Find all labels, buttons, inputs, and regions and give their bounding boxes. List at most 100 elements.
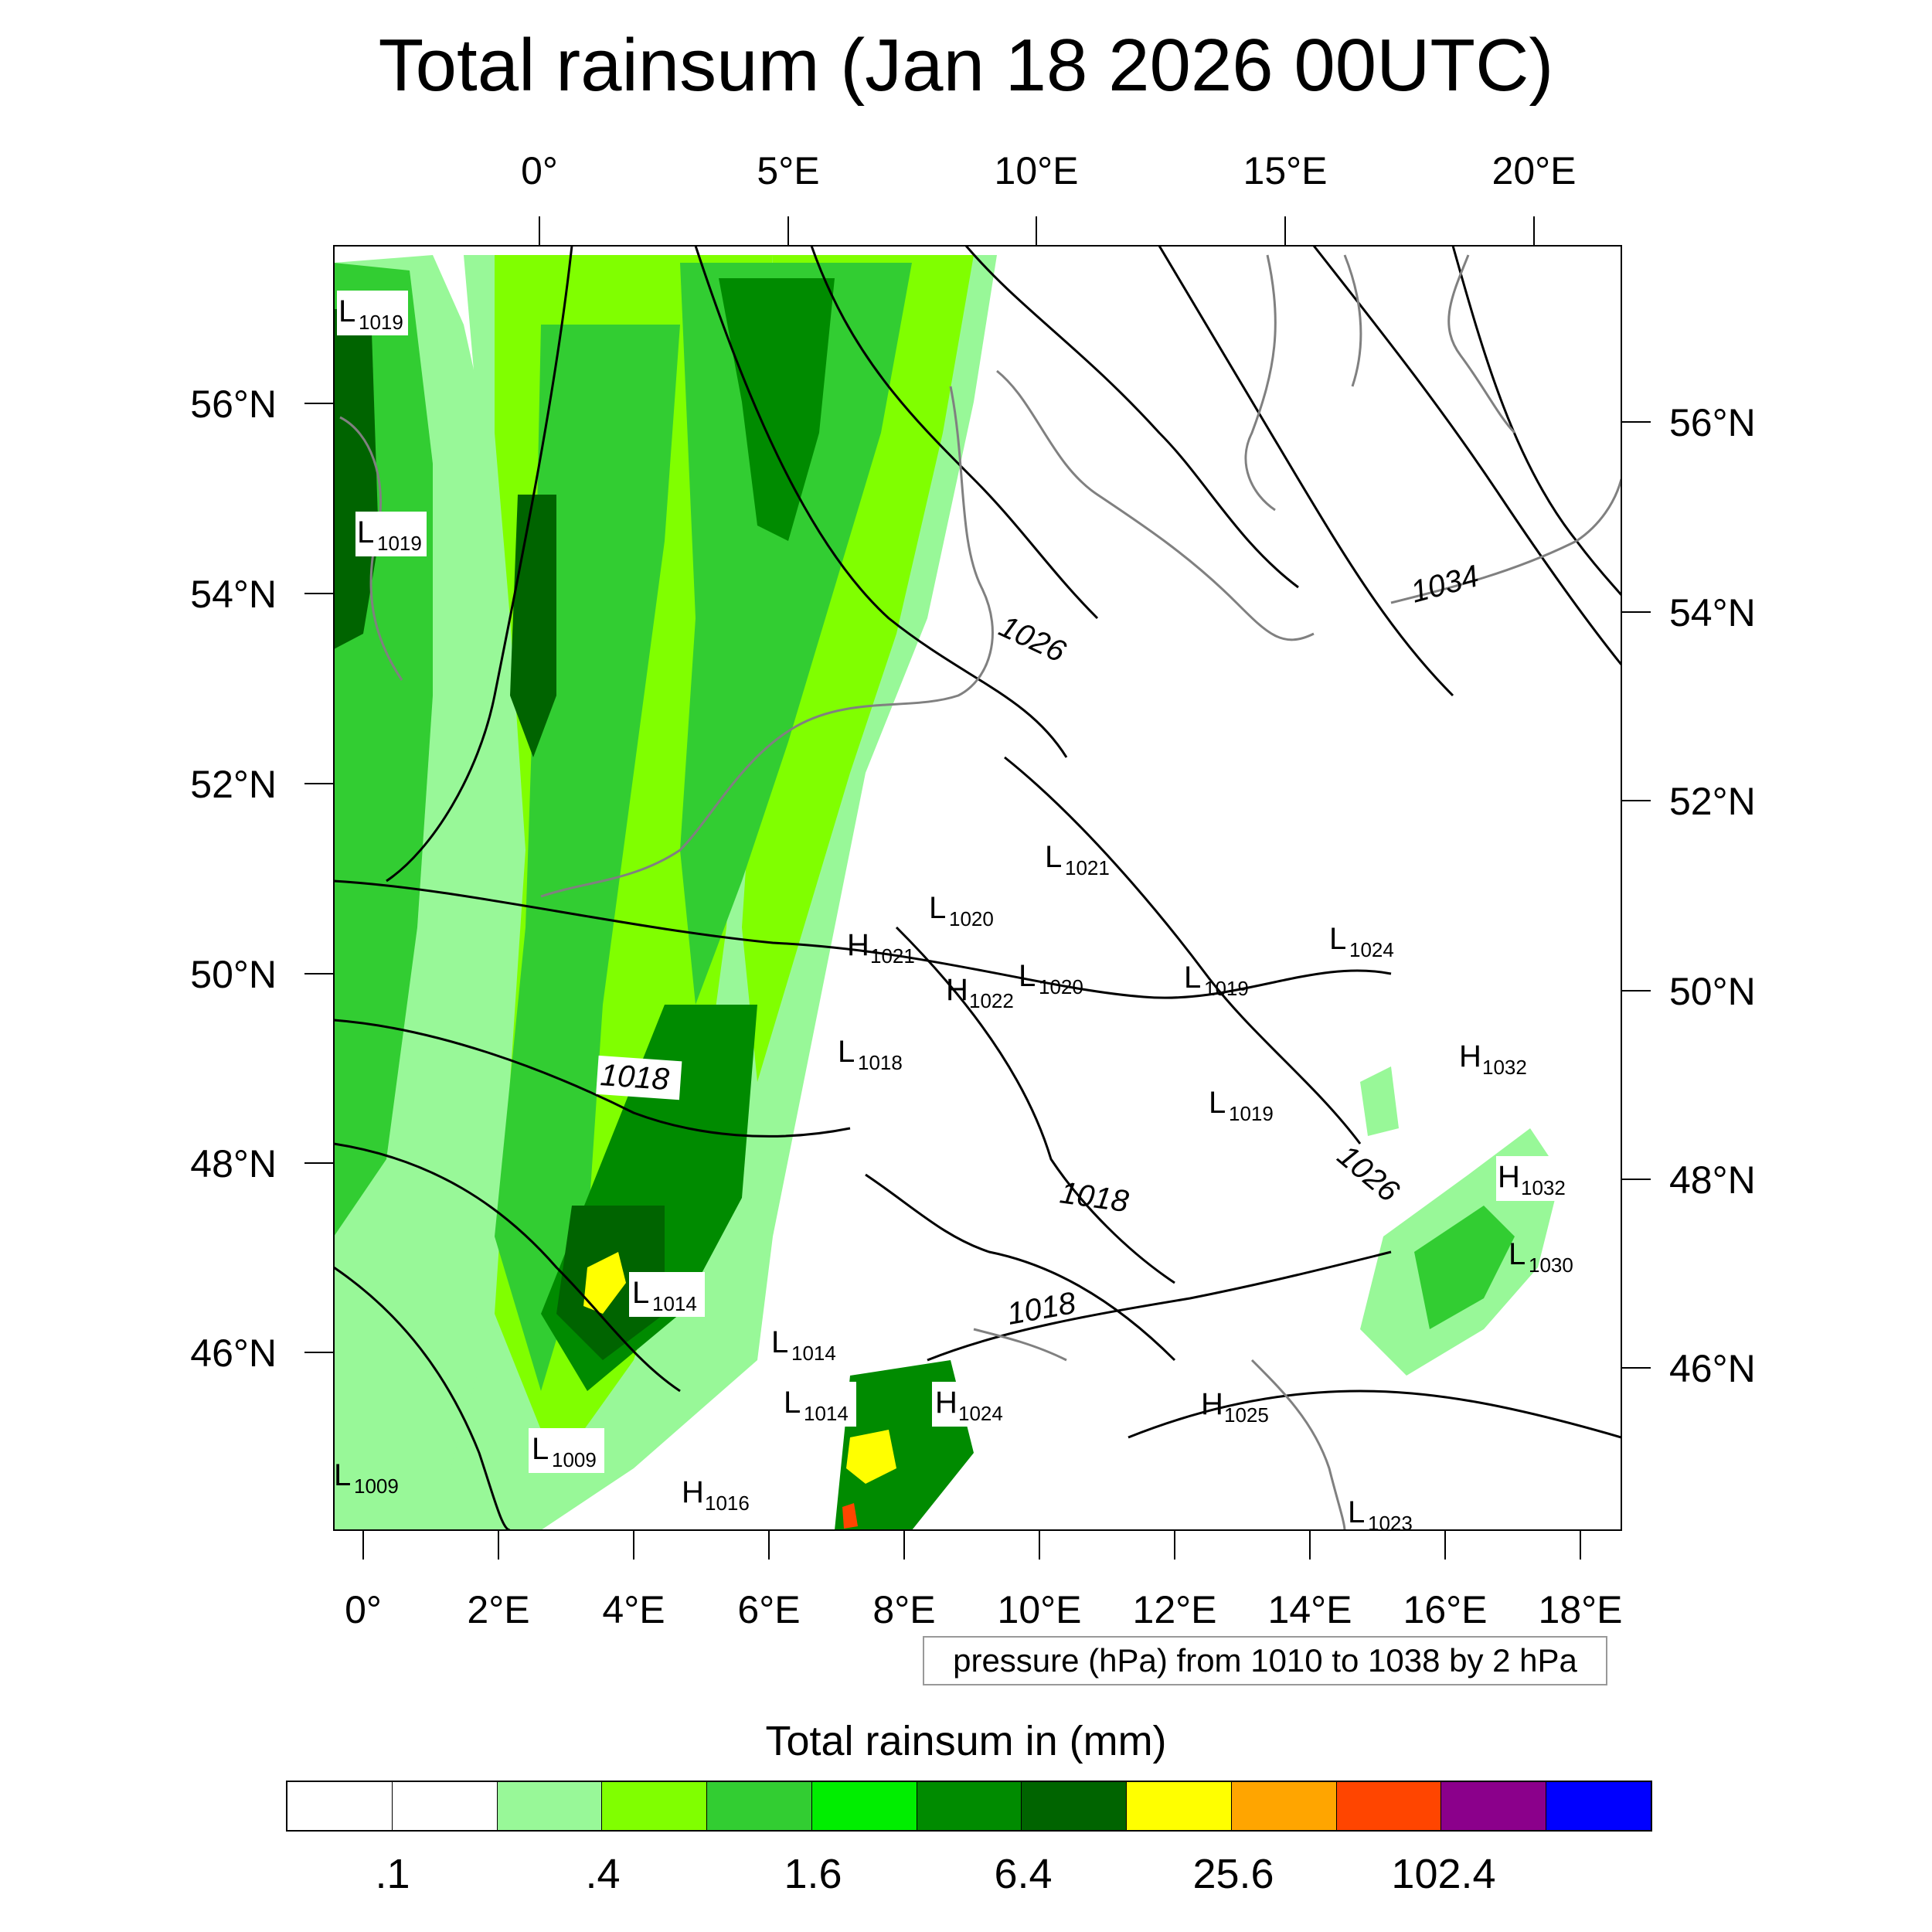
colorbar-tick-label: .4 [585, 1851, 621, 1897]
pressure-center-type: L [1509, 1237, 1526, 1271]
pressure-center-value: 1009 [354, 1475, 399, 1498]
pressure-center-value: 1009 [552, 1448, 597, 1471]
pressure-center-value: 1024 [958, 1402, 1003, 1425]
top-lon-label: 20°E [1492, 149, 1577, 192]
bottom-lon-label: 16°E [1403, 1588, 1488, 1631]
bottom-lon-label: 10°E [998, 1588, 1082, 1631]
pressure-center-value: 1021 [1065, 856, 1110, 879]
pressure-center-type: H [847, 928, 869, 962]
colorbar-swatch [707, 1782, 812, 1830]
colorbar [286, 1781, 1652, 1832]
bottom-lon-label: 6°E [737, 1588, 800, 1631]
pressure-center-type: H [935, 1386, 957, 1420]
left-lat-label: 50°N [190, 953, 277, 996]
top-lon-label: 10°E [995, 149, 1079, 192]
left-lat-label: 54°N [190, 573, 277, 616]
pressure-center-type: L [838, 1035, 855, 1069]
colorbar-title: Total rainsum in (mm) [765, 1718, 1167, 1764]
left-lat-label: 52°N [190, 763, 277, 806]
bottom-lon-label: 8°E [872, 1588, 935, 1631]
bottom-lon-label: 0° [345, 1588, 382, 1631]
pressure-center-value: 1019 [377, 532, 422, 555]
pressure-center-value: 1030 [1529, 1253, 1573, 1277]
pressure-center-type: L [334, 1458, 351, 1492]
pressure-center-value: 1024 [1349, 938, 1394, 961]
colorbar-tick-label: 6.4 [994, 1851, 1053, 1897]
pressure-center-value: 1020 [949, 907, 994, 930]
pressure-center-type: H [1201, 1387, 1223, 1421]
colorbar-swatch [1231, 1782, 1337, 1830]
axis-ticks [304, 216, 1651, 1560]
colorbar-swatch [392, 1782, 498, 1830]
pressure-center-value: 1032 [1521, 1176, 1566, 1199]
pressure-center-value: 1020 [1039, 975, 1083, 998]
bottom-lon-label: 18°E [1539, 1588, 1623, 1631]
pressure-center-type: L [1329, 922, 1346, 956]
pressure-center-value: 1022 [969, 989, 1014, 1012]
pressure-center-value: 1018 [858, 1051, 903, 1074]
isobar-label: 1018 [599, 1058, 671, 1097]
rainfall-field [334, 246, 1621, 1530]
bottom-lon-label: 14°E [1268, 1588, 1352, 1631]
left-lat-label: 46°N [190, 1332, 277, 1375]
colorbar-tick-label: .1 [375, 1851, 410, 1897]
pressure-center-value: 1023 [1368, 1512, 1413, 1535]
pressure-center-type: L [632, 1276, 649, 1310]
pressure-center-type: L [1184, 961, 1201, 995]
right-lat-label: 52°N [1669, 780, 1756, 823]
right-lat-label: 46°N [1669, 1347, 1756, 1390]
pressure-legend-note: pressure (hPa) from 1010 to 1038 by 2 hP… [923, 1636, 1607, 1685]
pressure-center-type: L [784, 1386, 801, 1420]
colorbar-swatch [497, 1782, 603, 1830]
pressure-center-type: L [357, 515, 374, 549]
pressure-center-type: L [1045, 840, 1062, 874]
colorbar-swatch [1022, 1782, 1128, 1830]
pressure-center-value: 1025 [1224, 1403, 1269, 1427]
colorbar-swatch [1441, 1782, 1547, 1830]
pressure-center-type: L [1348, 1495, 1365, 1529]
pressure-center-value: 1032 [1482, 1056, 1527, 1079]
colorbar-swatch [287, 1782, 393, 1830]
pressure-center-value: 1014 [652, 1292, 697, 1315]
pressure-center-value: 1014 [791, 1342, 836, 1365]
pressure-center-type: L [771, 1325, 788, 1359]
pressure-center-type: L [1209, 1086, 1226, 1120]
pressure-center-value: 1021 [870, 944, 915, 968]
map-title: Total rainsum (Jan 18 2026 00UTC) [378, 24, 1554, 107]
top-lon-label: 15°E [1243, 149, 1328, 192]
right-lat-label: 50°N [1669, 970, 1756, 1013]
top-lon-label: 0° [521, 149, 558, 192]
left-lat-label: 48°N [190, 1142, 277, 1185]
pressure-center-value: 1019 [359, 311, 403, 334]
pressure-center-value: 1016 [705, 1492, 750, 1515]
pressure-center-value: 1019 [1204, 977, 1249, 1000]
colorbar-tick-label: 102.4 [1391, 1851, 1496, 1897]
colorbar-swatch [917, 1782, 1022, 1830]
colorbar-swatch [811, 1782, 917, 1830]
right-lat-label: 56°N [1669, 401, 1756, 444]
bottom-lon-label: 2°E [467, 1588, 529, 1631]
isobars [334, 246, 1621, 1530]
bottom-lon-label: 12°E [1133, 1588, 1217, 1631]
top-lon-label: 5°E [757, 149, 819, 192]
map-frame [333, 245, 1622, 1531]
pressure-center-type: H [1498, 1160, 1520, 1194]
bottom-lon-label: 4°E [602, 1588, 665, 1631]
colorbar-swatch [602, 1782, 708, 1830]
pressure-center-type: L [532, 1432, 549, 1466]
right-lat-label: 54°N [1669, 591, 1756, 634]
pressure-center-value: 1019 [1229, 1102, 1274, 1125]
pressure-center-type: L [338, 294, 355, 328]
pressure-center-type: L [929, 891, 946, 925]
pressure-center-type: L [1019, 959, 1036, 993]
pressure-center-type: H [946, 973, 968, 1007]
colorbar-swatch [1336, 1782, 1442, 1830]
colorbar-tick-label: 1.6 [784, 1851, 842, 1897]
left-lat-label: 56°N [190, 383, 277, 426]
colorbar-swatch [1546, 1782, 1651, 1830]
colorbar-tick-label: 25.6 [1192, 1851, 1274, 1897]
pressure-center-type: H [682, 1475, 704, 1509]
right-lat-label: 48°N [1669, 1158, 1756, 1202]
colorbar-swatch [1127, 1782, 1232, 1830]
